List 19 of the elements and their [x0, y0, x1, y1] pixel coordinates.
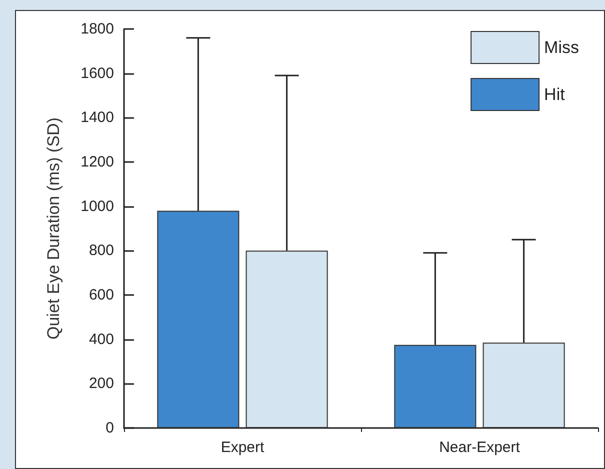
y-tick-label: 0 — [106, 420, 114, 436]
y-tick-label: 1200 — [80, 154, 114, 170]
y-tick-label: 600 — [88, 286, 114, 304]
bar — [394, 344, 476, 428]
bar — [246, 250, 328, 428]
y-tick-label: 1600 — [80, 64, 114, 82]
y-tick-label: 200 — [88, 375, 114, 392]
y-tick-label: 800 — [88, 242, 114, 260]
y-axis-title: Quiet Eye Duration (ms) (SD) — [44, 118, 63, 340]
bar — [157, 210, 240, 428]
x-tick-label: Expert — [220, 439, 266, 456]
legend-label: Miss — [544, 38, 580, 57]
y-tick-label: 400 — [88, 330, 114, 348]
y-tick-label: 1400 — [80, 109, 114, 126]
bar — [482, 342, 565, 428]
legend-label: Hit — [544, 85, 566, 104]
x-tick-label: Near-Expert — [439, 439, 521, 456]
y-tick-label: 1800 — [80, 20, 114, 38]
y-tick-label: 1000 — [80, 198, 114, 215]
